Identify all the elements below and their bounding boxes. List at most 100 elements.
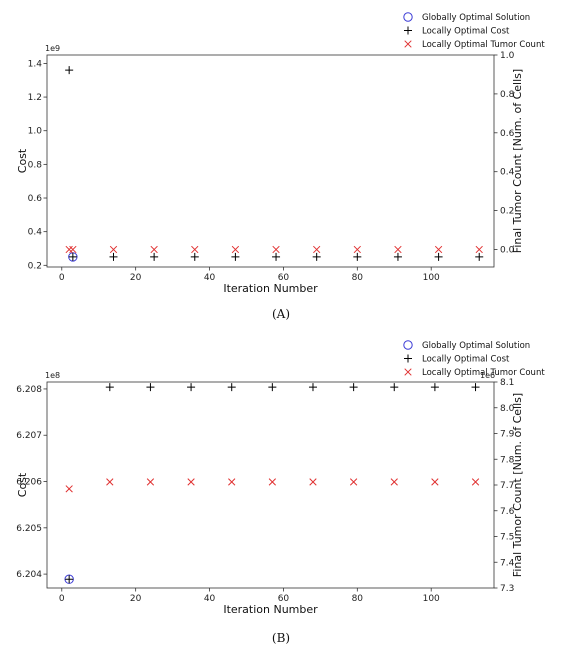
legend: Globally Optimal Solution Locally Optimal… <box>403 12 545 50</box>
y2-tick-label: 0.4 <box>500 168 515 178</box>
data-point <box>268 478 277 486</box>
chart-panel-b: 0 20 40 60 80 100 6.204 6.205 6.206 6.207 6.208 7.3… <box>16 340 545 645</box>
y-tick-label: 6.207 <box>16 431 42 441</box>
x-tick-label: 100 <box>423 273 440 283</box>
y-tick-label: 1.4 <box>28 59 43 69</box>
y2-axis-label: Final Tumor Count [Num. of Cells] <box>511 393 524 577</box>
data-point <box>109 245 118 254</box>
data-point <box>68 252 78 262</box>
y2-tick-label: 7.8 <box>500 455 515 465</box>
legend: Globally Optimal Solution Locally Optimal… <box>403 340 545 378</box>
data-point <box>434 252 443 261</box>
x-tick-label: 0 <box>59 273 65 283</box>
y2-tick-label: 7.5 <box>500 533 514 543</box>
data-point <box>272 252 281 261</box>
data-point <box>268 383 277 392</box>
legend-marker <box>404 40 412 48</box>
legend-marker <box>403 340 413 350</box>
y-exponent-label: 1e9 <box>45 44 60 53</box>
data-point <box>475 245 483 254</box>
y-tick-label: 0.8 <box>28 160 43 170</box>
y2-tick-label: 0.0 <box>500 245 515 255</box>
y2-tick-label: 7.4 <box>500 558 515 568</box>
x-axis-label: Iteration Number <box>223 282 318 295</box>
data-point <box>312 252 321 261</box>
legend-label: Globally Optimal Solution <box>422 341 530 351</box>
legend-label: Globally Optimal Solution <box>422 13 530 23</box>
data-point <box>353 245 361 254</box>
y-axis-label: Cost <box>16 472 29 497</box>
y-tick-label: 0.4 <box>28 228 43 238</box>
data-point <box>191 245 199 254</box>
data-point <box>309 478 317 486</box>
legend-marker <box>404 26 412 35</box>
y-tick-label: 6.206 <box>16 478 42 488</box>
series-locally-optimal-tumor-count <box>65 245 483 254</box>
x-tick-label: 20 <box>130 594 142 604</box>
x-axis-label: Iteration Number <box>223 603 318 616</box>
series-globally-optimal-solution <box>68 252 78 262</box>
legend-label: Locally Optimal Tumor Count <box>422 40 545 50</box>
legend-label: Locally Optimal Cost <box>422 355 510 365</box>
legend-marker <box>404 354 412 363</box>
data-point <box>65 575 74 584</box>
x-tick-label: 40 <box>204 594 216 604</box>
data-point <box>390 478 398 486</box>
y-tick-label: 6.204 <box>16 570 42 580</box>
x-tick-label: 40 <box>204 273 216 283</box>
y2-tick-label: 7.7 <box>500 481 514 491</box>
data-point <box>313 245 321 254</box>
data-point <box>394 245 402 254</box>
series-locally-optimal-cost <box>65 383 480 584</box>
legend-marker <box>404 368 412 376</box>
data-point <box>272 245 280 254</box>
y2-tick-label: 1.0 <box>500 51 515 61</box>
data-point <box>187 478 195 486</box>
data-point <box>227 383 236 392</box>
data-point <box>349 478 358 486</box>
y2-tick-label: 0.6 <box>500 129 515 139</box>
data-point <box>106 478 114 486</box>
data-point <box>146 478 155 486</box>
x-tick-label: 80 <box>352 594 364 604</box>
data-point <box>190 252 199 261</box>
x-tick-label: 60 <box>278 594 290 604</box>
y2-exponent-label: 1e6 <box>480 371 495 380</box>
y2-tick-label: 8.0 <box>500 404 515 414</box>
data-point <box>393 252 402 261</box>
data-point <box>353 252 362 261</box>
x-tick-label: 60 <box>278 273 290 283</box>
data-point <box>68 252 77 261</box>
series-locally-optimal-tumor-count <box>65 478 480 493</box>
data-point <box>231 252 240 261</box>
data-point <box>150 245 158 254</box>
data-point <box>150 252 159 261</box>
legend-label: Locally Optimal Tumor Count <box>422 368 545 378</box>
data-point <box>434 245 443 254</box>
data-point <box>430 383 439 392</box>
y2-tick-label: 7.3 <box>500 584 514 594</box>
x-tick-label: 20 <box>130 273 142 283</box>
chart-panel-a: 0 20 40 60 80 100 0.2 0.4 0.6 0.8 1.0 1.2 1.4 0.0 0.2 0… <box>16 12 545 321</box>
data-point <box>390 383 399 392</box>
data-point <box>105 383 114 392</box>
data-point <box>349 383 358 392</box>
y-tick-label: 6.208 <box>16 385 42 395</box>
legend-marker <box>403 12 413 22</box>
plot-frame <box>46 381 495 589</box>
series-locally-optimal-cost <box>65 66 484 261</box>
data-point <box>109 252 118 261</box>
panel-caption: (A) <box>272 307 290 321</box>
data-point <box>65 66 74 75</box>
y2-tick-label: 0.8 <box>500 90 515 100</box>
data-point <box>431 478 439 486</box>
plot-frame <box>46 54 495 268</box>
legend-label: Locally Optimal Cost <box>422 27 510 37</box>
data-point <box>471 478 480 486</box>
y-tick-label: 0.6 <box>28 194 43 204</box>
data-point <box>308 383 317 392</box>
data-point <box>231 245 240 254</box>
x-tick-label: 100 <box>423 594 440 604</box>
x-tick-label: 80 <box>352 273 364 283</box>
